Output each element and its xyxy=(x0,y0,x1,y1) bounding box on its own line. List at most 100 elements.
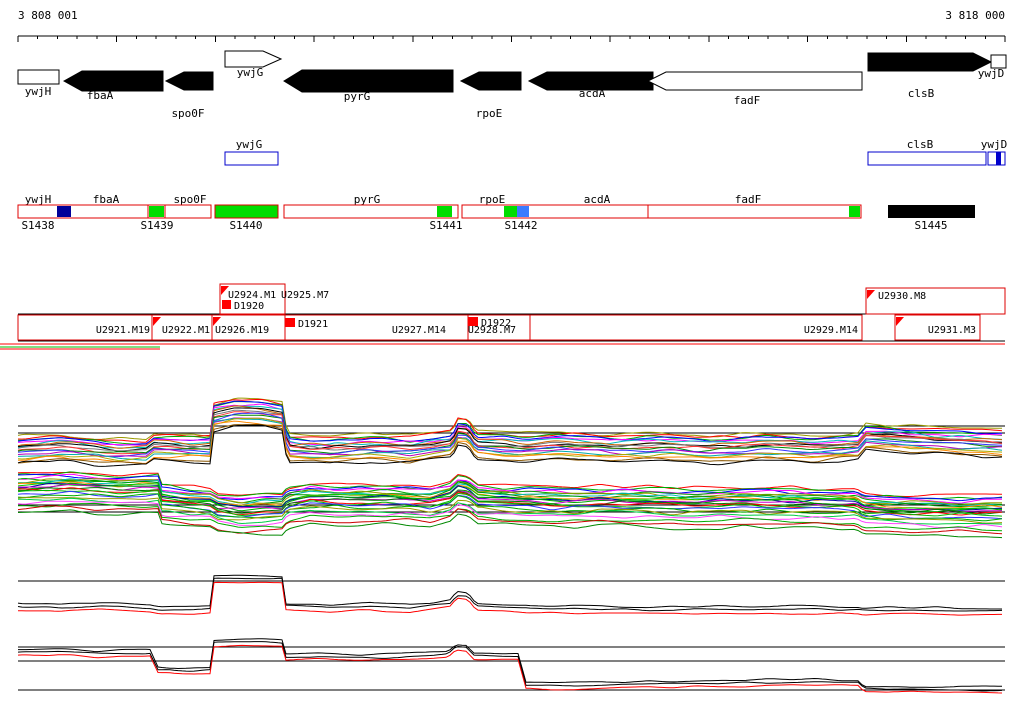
shift-label-U2928.M7: U2928.M7 xyxy=(468,325,516,336)
gene-ywjH[interactable] xyxy=(17,69,60,85)
profile-line xyxy=(17,400,1003,446)
segment-gene-label-spo0F: spo0F xyxy=(173,193,206,206)
segment-gene-label-ywjH: ywjH xyxy=(25,193,52,206)
ruler xyxy=(17,35,1006,42)
segment-box-3[interactable] xyxy=(283,204,459,219)
profile-line xyxy=(17,411,1003,455)
profile-line xyxy=(17,497,1003,524)
segment-box-1[interactable] xyxy=(17,204,212,219)
segment-gene-label-pyrG: pyrG xyxy=(354,193,381,206)
profile-line xyxy=(17,471,1002,497)
segment-gene-label-fadF: fadF xyxy=(735,193,762,206)
gene-rpoE[interactable] xyxy=(459,71,522,91)
segment-track: ywjH fbaA spo0F pyrG rpoE acdA fadF S1438 S1439 S… xyxy=(17,193,975,232)
gene-ywjD[interactable] xyxy=(990,54,1007,69)
shift-flag-icon xyxy=(867,290,875,299)
gene-pyrG[interactable] xyxy=(283,69,454,93)
segment-black-bar[interactable] xyxy=(888,205,975,218)
shift-label-D1920: D1920 xyxy=(234,301,264,312)
cds-clsB[interactable] xyxy=(867,151,987,166)
shift-marker-D1921[interactable] xyxy=(285,318,295,327)
gene-label-clsB: clsB xyxy=(908,87,935,100)
shift-label-U2927.M14: U2927.M14 xyxy=(392,325,446,336)
profile-line xyxy=(17,482,1003,511)
segment-label-S1440: S1440 xyxy=(229,219,262,232)
gene-track: ywjH fbaA spo0F ywjG pyrG rpoE acdA fadF clsB ywj… xyxy=(17,50,1007,120)
profile-line xyxy=(17,473,1002,504)
cds-label-ywjG: ywjG xyxy=(236,138,263,151)
shift-segment-U2924.M1[interactable] xyxy=(219,283,286,315)
cds-label-ywjD: ywjD xyxy=(981,138,1008,151)
shift-track: U2921.M19 U2922.M1 U2926.M19 U2927.M14 U2928… xyxy=(0,283,1006,350)
shift-label-D1921: D1921 xyxy=(298,319,328,330)
gene-label-spo0F: spo0F xyxy=(171,107,204,120)
segment-box-4[interactable] xyxy=(461,204,862,219)
segment-mark xyxy=(57,206,71,217)
segment-gene-label-acdA: acdA xyxy=(584,193,611,206)
profile-line xyxy=(17,423,1003,465)
gene-spo0F[interactable] xyxy=(164,71,214,91)
shift-segment-U2929.M14[interactable] xyxy=(529,314,863,341)
expression-panel-1 xyxy=(17,397,1005,539)
shift-marker-D1920[interactable] xyxy=(222,300,231,309)
segment-label-S1441: S1441 xyxy=(429,219,462,232)
profile-line xyxy=(17,424,1003,467)
profile-line xyxy=(17,409,1003,452)
segment-mark xyxy=(149,206,164,217)
gene-label-fbaA: fbaA xyxy=(87,89,114,102)
profile-line xyxy=(17,502,1003,532)
gene-clsB[interactable] xyxy=(867,52,993,72)
segment-label-S1439: S1439 xyxy=(140,219,173,232)
profile-line xyxy=(17,414,1003,454)
shift-label-U2929.M14: U2929.M14 xyxy=(804,325,858,336)
segment-mark xyxy=(517,206,529,217)
shift-segment-U2931.M3[interactable] xyxy=(894,314,981,341)
shift-label-U2931.M3: U2931.M3 xyxy=(928,325,976,336)
segment-box-2[interactable] xyxy=(214,204,279,219)
gene-label-pyrG: pyrG xyxy=(344,90,371,103)
segment-label-S1442: S1442 xyxy=(504,219,537,232)
expression-panel-2 xyxy=(17,574,1005,694)
gene-ywjG[interactable] xyxy=(224,50,283,68)
profile-line xyxy=(17,405,1003,449)
cds-label-clsB: clsB xyxy=(907,138,934,151)
profile-line xyxy=(17,500,1003,529)
gene-label-fadF: fadF xyxy=(734,94,761,107)
cds-track: ywjG clsB ywjD xyxy=(224,138,1008,166)
shift-label-D1922: D1922 xyxy=(481,318,511,329)
gene-label-ywjG: ywjG xyxy=(237,66,264,79)
profile-line xyxy=(17,577,1003,612)
segment-gene-label-fbaA: fbaA xyxy=(93,193,120,206)
profile-line xyxy=(17,400,1003,446)
shift-segment-U2930.M8[interactable] xyxy=(865,287,1006,315)
shift-flag-icon xyxy=(153,317,161,326)
profile-line xyxy=(17,478,1003,506)
shift-label-U2926.M19: U2926.M19 xyxy=(215,325,269,336)
profile-line xyxy=(18,487,1003,515)
shift-flag-icon xyxy=(221,286,229,295)
profile-line xyxy=(18,638,1002,688)
gene-label-ywjH: ywjH xyxy=(25,85,52,98)
shift-label-U2924.M1: U2924.M1 xyxy=(228,290,276,301)
cds-fill-ywjD xyxy=(996,152,1001,165)
profile-line xyxy=(17,493,1003,522)
profile-line xyxy=(17,644,1003,694)
gene-fbaA[interactable] xyxy=(62,70,164,92)
profile-line xyxy=(17,581,1002,616)
segment-mark xyxy=(849,206,860,217)
shift-marker-D1922[interactable] xyxy=(468,317,478,326)
shift-label-U2922.M1: U2922.M1 xyxy=(162,325,210,336)
profile-line xyxy=(17,417,1003,462)
profile-line xyxy=(17,412,1003,458)
profile-line xyxy=(17,471,1003,500)
segment-mark xyxy=(437,206,452,217)
gene-fadF[interactable] xyxy=(646,71,863,91)
shift-flag-icon xyxy=(213,317,221,326)
gene-label-ywjD: ywjD xyxy=(978,67,1005,80)
profile-line xyxy=(17,505,1003,535)
segment-label-S1438: S1438 xyxy=(21,219,54,232)
segment-mark xyxy=(504,206,517,217)
cds-ywjG[interactable] xyxy=(224,151,279,166)
